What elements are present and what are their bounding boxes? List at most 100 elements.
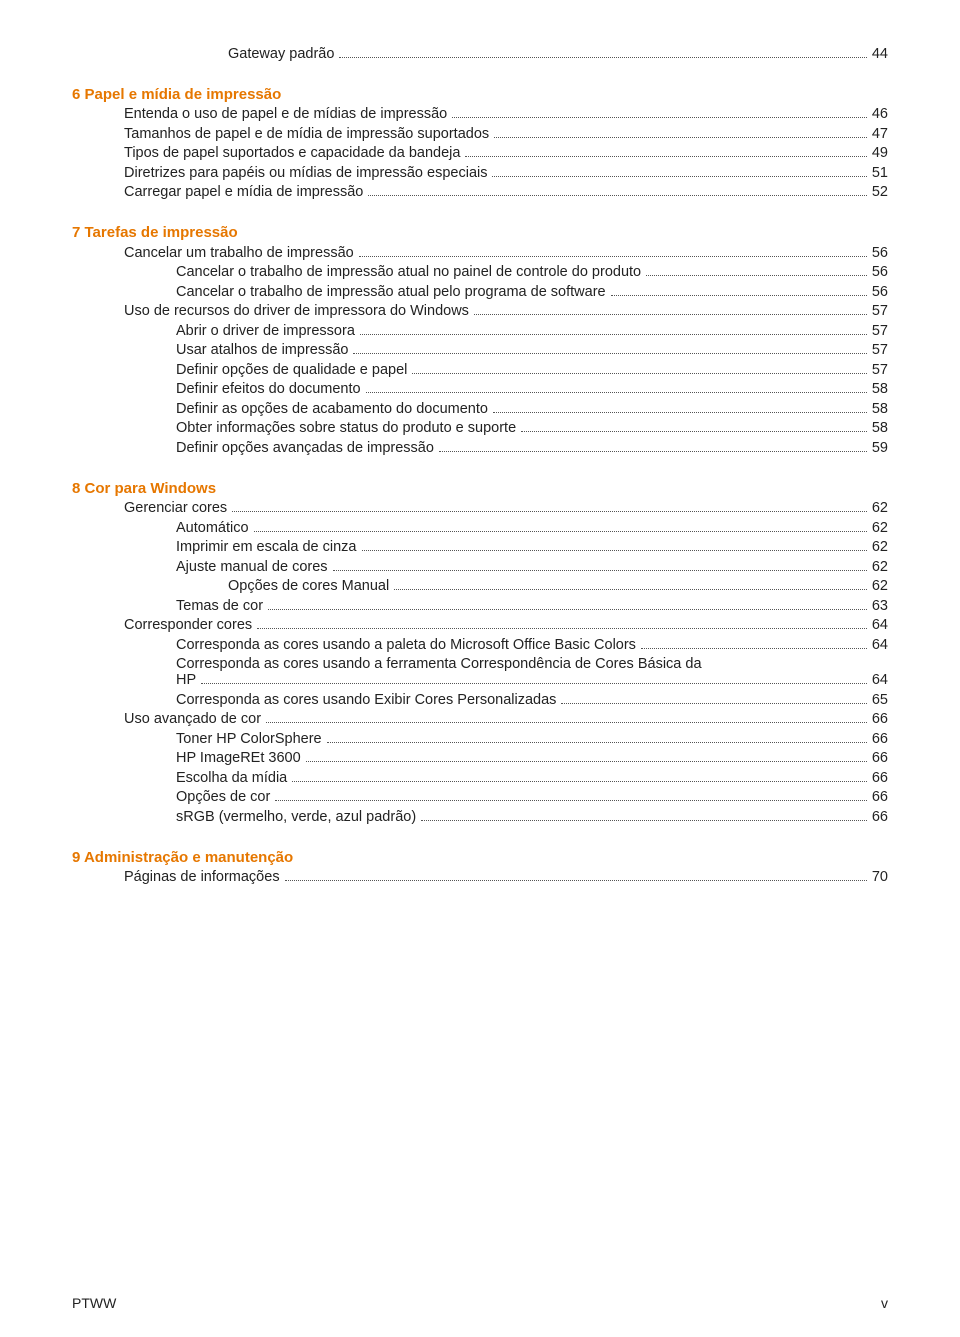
toc-entry[interactable]: Ajuste manual de cores 62 <box>72 559 888 575</box>
toc-entry[interactable]: HP ImageREt 360066 <box>72 750 888 766</box>
toc-leader-dots <box>232 511 867 512</box>
footer-left: PTWW <box>72 1295 116 1311</box>
toc-entry-page: 66 <box>870 789 888 805</box>
toc-entry[interactable]: Tipos de papel suportados e capacidade d… <box>72 145 888 161</box>
chapter-heading[interactable]: 6 Papel e mídia de impressão <box>72 86 888 103</box>
toc-entry[interactable]: Corresponder cores64 <box>72 617 888 633</box>
toc-entry-text: Escolha da mídia <box>176 770 289 786</box>
toc-entry-page: 64 <box>870 637 888 653</box>
toc-entry-page: 62 <box>870 520 888 536</box>
toc-entry[interactable]: Definir opções avançadas de impressão59 <box>72 440 888 456</box>
toc-entry[interactable]: Corresponda as cores usando a paleta do … <box>72 637 888 653</box>
toc-leader-dots <box>452 117 867 118</box>
toc-leader-dots <box>359 256 867 257</box>
toc-entry-page: 70 <box>870 869 888 885</box>
toc-entry[interactable]: Definir efeitos do documento58 <box>72 381 888 397</box>
toc-entry[interactable]: Tamanhos de papel e de mídia de impressã… <box>72 126 888 142</box>
toc-entry[interactable]: Cancelar o trabalho de impressão atual n… <box>72 264 888 280</box>
toc-entry[interactable]: Opções de cor 66 <box>72 789 888 805</box>
toc-leader-dots <box>561 703 866 704</box>
toc-entry[interactable]: Toner HP ColorSphere 66 <box>72 731 888 747</box>
toc-entry[interactable]: Abrir o driver de impressora57 <box>72 323 888 339</box>
chapter-heading[interactable]: 7 Tarefas de impressão <box>72 224 888 241</box>
toc-entry-page: 66 <box>870 731 888 747</box>
toc-entry-page: 44 <box>870 46 888 62</box>
toc-entry[interactable]: Opções de cores Manual62 <box>72 578 888 594</box>
toc-entry-text: Corresponda as cores usando Exibir Cores… <box>176 692 558 708</box>
toc-entry-page: 46 <box>870 106 888 122</box>
toc-entry-text: Automático <box>176 520 251 536</box>
toc-leader-dots <box>275 800 867 801</box>
toc-leader-dots <box>362 550 867 551</box>
toc-entry[interactable]: Temas de cor63 <box>72 598 888 614</box>
page-footer: PTWW v <box>72 1295 888 1311</box>
toc-entry-text: Tipos de papel suportados e capacidade d… <box>124 145 462 161</box>
toc-leader-dots <box>257 628 867 629</box>
toc-entry-text: HP ImageREt 3600 <box>176 750 303 766</box>
toc-entry-text: Gateway padrão <box>228 46 336 62</box>
chapter-heading[interactable]: 9 Administração e manutenção <box>72 849 888 866</box>
toc-entry[interactable]: Cancelar o trabalho de impressão atual p… <box>72 284 888 300</box>
toc-entry[interactable]: Corresponda as cores usando a ferramenta… <box>72 656 888 688</box>
toc-entry-page: 65 <box>870 692 888 708</box>
toc-leader-dots <box>494 137 867 138</box>
toc-entry-page: 58 <box>870 401 888 417</box>
toc-leader-dots <box>641 648 867 649</box>
toc-leader-dots <box>474 314 867 315</box>
toc-entry-text: Tamanhos de papel e de mídia de impressã… <box>124 126 491 142</box>
toc-entry[interactable]: Usar atalhos de impressão57 <box>72 342 888 358</box>
toc-entry-page: 66 <box>870 770 888 786</box>
toc-entry-page: 57 <box>870 362 888 378</box>
toc-entry-text: Definir efeitos do documento <box>176 381 363 397</box>
toc-entry[interactable]: Gateway padrão 44 <box>72 46 888 62</box>
toc-leader-dots <box>254 531 867 532</box>
toc-entry-page: 64 <box>870 672 888 688</box>
toc-entry[interactable]: Carregar papel e mídia de impressão52 <box>72 184 888 200</box>
toc-entry-page: 62 <box>870 559 888 575</box>
toc-entry[interactable]: Uso de recursos do driver de impressora … <box>72 303 888 319</box>
toc-entry-page: 56 <box>870 245 888 261</box>
toc-entry[interactable]: Automático 62 <box>72 520 888 536</box>
toc-entry-text: Toner HP ColorSphere <box>176 731 324 747</box>
toc-entry[interactable]: Obter informações sobre status do produt… <box>72 420 888 436</box>
toc-entry[interactable]: Corresponda as cores usando Exibir Cores… <box>72 692 888 708</box>
toc-entry[interactable]: Escolha da mídia 66 <box>72 770 888 786</box>
toc-leader-dots <box>611 295 867 296</box>
toc-entry[interactable]: Definir opções de qualidade e papel57 <box>72 362 888 378</box>
toc-leader-dots <box>521 431 867 432</box>
toc-entry-page: 56 <box>870 264 888 280</box>
toc-entry[interactable]: Uso avançado de cor66 <box>72 711 888 727</box>
toc-leader-dots <box>492 176 866 177</box>
toc-leader-dots <box>201 683 867 684</box>
toc-entry-text: Diretrizes para papéis ou mídias de impr… <box>124 165 489 181</box>
toc-leader-dots <box>339 57 866 58</box>
toc-entry[interactable]: Gerenciar cores62 <box>72 500 888 516</box>
toc-entry-page: 62 <box>870 500 888 516</box>
toc-entry[interactable]: Definir as opções de acabamento do docum… <box>72 401 888 417</box>
toc-entry-page: 63 <box>870 598 888 614</box>
toc-entry-page: 47 <box>870 126 888 142</box>
toc-entry-page: 62 <box>870 539 888 555</box>
toc-entry[interactable]: sRGB (vermelho, verde, azul padrão)66 <box>72 809 888 825</box>
toc-entry-page: 66 <box>870 809 888 825</box>
toc-entry[interactable]: Páginas de informações70 <box>72 869 888 885</box>
toc-leader-dots <box>646 275 867 276</box>
chapter-heading[interactable]: 8 Cor para Windows <box>72 480 888 497</box>
toc-entry[interactable]: Diretrizes para papéis ou mídias de impr… <box>72 165 888 181</box>
toc-entry-text: Opções de cor <box>176 789 272 805</box>
toc-leader-dots <box>268 609 867 610</box>
toc-leader-dots <box>306 761 867 762</box>
toc-leader-dots <box>394 589 867 590</box>
toc-entry-text: Entenda o uso de papel e de mídias de im… <box>124 106 449 122</box>
toc-entry[interactable]: Imprimir em escala de cinza62 <box>72 539 888 555</box>
toc-entry-page: 52 <box>870 184 888 200</box>
toc-entry-text: Definir opções avançadas de impressão <box>176 440 436 456</box>
toc-entry[interactable]: Cancelar um trabalho de impressão56 <box>72 245 888 261</box>
toc-entry-text: Opções de cores Manual <box>228 578 391 594</box>
toc-entry-text: Ajuste manual de cores <box>176 559 330 575</box>
toc-entry-text: Uso avançado de cor <box>124 711 263 727</box>
toc-leader-dots <box>368 195 866 196</box>
toc-entry-page: 58 <box>870 420 888 436</box>
toc-entry[interactable]: Entenda o uso de papel e de mídias de im… <box>72 106 888 122</box>
toc-leader-dots <box>439 451 867 452</box>
